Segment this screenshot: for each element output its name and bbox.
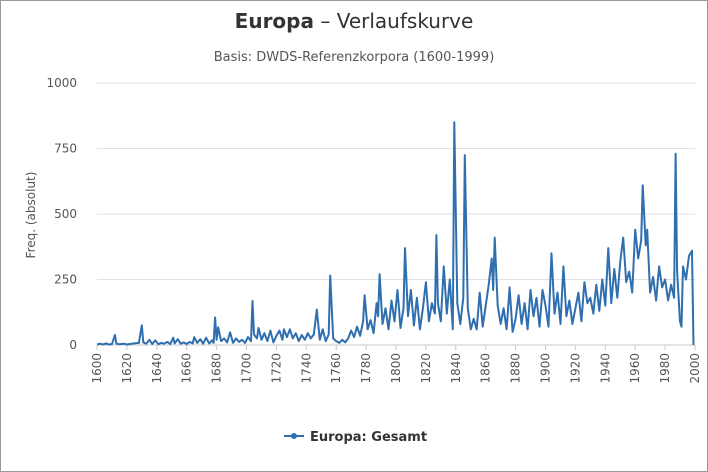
x-tick-label: 1660 [180, 353, 194, 384]
x-tick-label: 1700 [240, 353, 254, 384]
x-tick-label: 1840 [449, 353, 463, 384]
y-tick-label: 1000 [46, 76, 77, 90]
x-tick-label: 1760 [329, 353, 343, 384]
chart-title-main: Europa [235, 9, 314, 33]
x-tick-label: 1780 [359, 353, 373, 384]
x-tick-label: 1900 [539, 353, 553, 384]
x-tick-label: 1640 [150, 353, 164, 384]
x-tick-label: 1980 [658, 353, 672, 384]
x-tick-label: 1940 [598, 353, 612, 384]
legend-marker-icon [291, 433, 297, 439]
y-tick-label: 750 [54, 142, 77, 156]
x-tick-label: 1600 [90, 353, 104, 384]
y-tick-label: 500 [54, 207, 77, 221]
legend[interactable]: Europa: Gesamt [284, 430, 427, 445]
y-axis-ticks: 0 250 500 750 1000 [46, 76, 77, 352]
chart-title-rest: – Verlaufskurve [314, 9, 473, 33]
x-tick-label: 1920 [568, 353, 582, 384]
y-axis-label: Freq. (absolut) [24, 172, 38, 259]
x-tick-label: 1860 [479, 353, 493, 384]
x-tick-label: 1680 [210, 353, 224, 384]
x-tick-label: 1960 [628, 353, 642, 384]
legend-item-europa-gesamt[interactable]: Europa: Gesamt [310, 430, 427, 445]
chart-title: Europa – Verlaufskurve [235, 9, 474, 33]
series-line-0 [96, 121, 695, 346]
x-tick-label: 1740 [299, 353, 313, 384]
chart-subtitle: Basis: DWDS-Referenzkorpora (1600-1999) [214, 50, 495, 65]
y-tick-label: 0 [69, 338, 77, 352]
x-tick-label: 1820 [419, 353, 433, 384]
x-tick-label: 1800 [389, 353, 403, 384]
series-layer [96, 121, 695, 346]
x-tick-label: 1720 [269, 353, 283, 384]
x-tick-label: 1880 [509, 353, 523, 384]
y-tick-label: 250 [54, 273, 77, 287]
x-tick-label: 1620 [120, 353, 134, 384]
x-axis-ticks: 1600 1620 1640 1660 1680 1700 1720 1740 1760 1780… [90, 345, 702, 384]
x-tick-label: 2000 [688, 353, 702, 384]
